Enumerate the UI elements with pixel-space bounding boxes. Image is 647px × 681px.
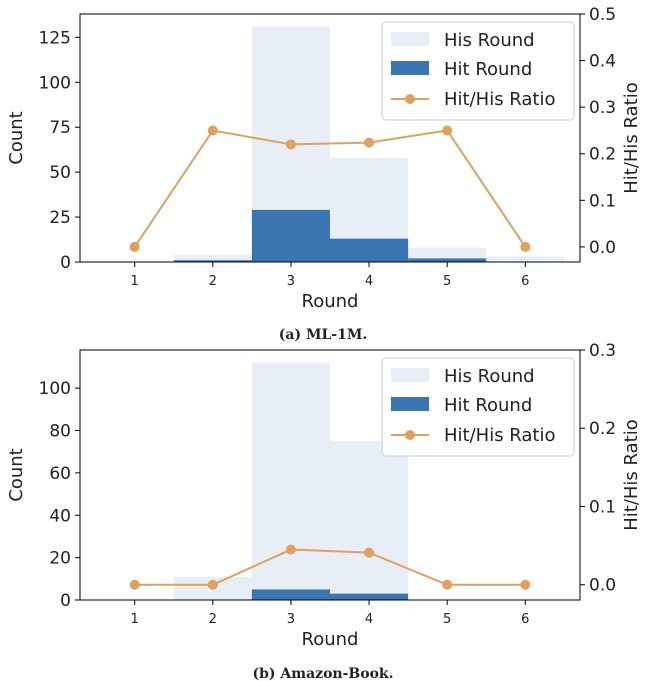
y-tick-label: 50 — [49, 163, 71, 183]
y-tick-label: 100 — [39, 379, 71, 399]
x-tick-label: 6 — [521, 274, 529, 289]
y2-tick-label: 0.3 — [589, 341, 616, 361]
hit-bar-3 — [251, 589, 330, 600]
chart-panel-1: 0 25 50 75 100 125 0.0 0.1 0.2 0.3 0.4 0.5 1 2 3 4 5 6 Rou… — [6, 5, 642, 343]
y-axis-label: Count — [6, 111, 27, 164]
figure-caption: (b) Amazon-Book. — [252, 666, 393, 681]
x-tick-label: 4 — [365, 612, 373, 627]
legend-swatch-his — [391, 32, 429, 46]
ratio-line — [133, 129, 527, 248]
x-tick-label: 2 — [209, 274, 217, 289]
y2-tick-label: 0.4 — [589, 52, 616, 72]
chart-panel-2: 0 20 40 60 80 100 0.0 0.1 0.2 0.3 1 2 3 4 5 6 Round Count… — [6, 341, 642, 681]
y2-tick-label: 0.0 — [589, 238, 616, 258]
his-bar-3 — [251, 362, 330, 600]
legend-box — [381, 357, 575, 457]
x-axis-label: Round — [302, 629, 359, 650]
y2-axis-label: Hit/His Ratio — [621, 419, 642, 531]
ratio-point-4 — [364, 547, 375, 558]
y2-tick-label: 0.3 — [589, 98, 616, 118]
y2-tick-label: 0.2 — [589, 145, 616, 165]
legend-label-hit: Hit Round — [444, 395, 532, 416]
ratio-point-2 — [207, 125, 218, 136]
y-tick-label: 60 — [49, 464, 71, 484]
legend-swatch-hit — [391, 397, 429, 411]
y2-tick-label: 0.0 — [589, 576, 616, 596]
figure-caption: (a) ML-1M. — [279, 327, 367, 343]
ratio-point-1 — [129, 579, 140, 590]
hit-bar-3 — [251, 209, 330, 262]
ratio-point-4 — [364, 137, 375, 148]
y-tick-label: 40 — [49, 506, 71, 526]
his-bar-6 — [486, 256, 565, 262]
legend-swatch-ratio-marker — [405, 430, 415, 440]
x-tick-label: 1 — [131, 612, 139, 627]
plot-frame — [79, 13, 581, 263]
ratio-point-1 — [129, 241, 140, 252]
legend-label-his: His Round — [444, 30, 535, 51]
y-tick-label: 75 — [49, 118, 71, 138]
x-tick-label: 5 — [443, 274, 451, 289]
y2-tick-label: 0.1 — [589, 497, 616, 517]
ratio-point-2 — [207, 579, 218, 590]
legend-label-hit: Hit Round — [444, 59, 532, 80]
hit-bar-5 — [408, 258, 487, 262]
his-bar-4 — [330, 441, 409, 600]
ratio-point-3 — [285, 544, 296, 555]
y-tick-label: 25 — [49, 208, 71, 228]
y2-tick-label: 0.1 — [589, 191, 616, 211]
y-axis-label: Count — [6, 448, 27, 501]
legend-box — [381, 21, 575, 121]
legend: His Round Hit Round Hit/His Ratio — [381, 357, 575, 457]
legend-swatch-his — [391, 368, 429, 382]
legend-label-his: His Round — [444, 366, 535, 387]
plot-frame — [79, 349, 581, 601]
y-tick-label: 80 — [49, 422, 71, 442]
ratio-line — [134, 548, 526, 586]
y2-tick-label: 0.5 — [589, 5, 616, 25]
y-tick-label: 100 — [39, 73, 71, 93]
x-tick-label: 6 — [521, 612, 529, 627]
x-tick-label: 1 — [131, 274, 139, 289]
x-tick-label: 2 — [209, 612, 217, 627]
ratio-point-6 — [520, 579, 531, 590]
hit-bar-4 — [330, 238, 409, 262]
hit-bar-4 — [330, 593, 409, 600]
y2-axis-label: Hit/His Ratio — [621, 82, 642, 194]
y-tick-label: 0 — [60, 591, 71, 611]
y2-tick-label: 0.2 — [589, 419, 616, 439]
hit-bar-2 — [173, 260, 252, 262]
x-tick-label: 3 — [287, 274, 295, 289]
y-tick-label: 0 — [60, 253, 71, 273]
legend: His Round Hit Round Hit/His Ratio — [381, 21, 575, 121]
ratio-point-5 — [442, 125, 453, 136]
his-bar-2 — [173, 254, 252, 262]
legend-label-ratio: Hit/His Ratio — [444, 425, 556, 446]
x-axis-label: Round — [302, 291, 359, 312]
legend-swatch-hit — [391, 61, 429, 75]
legend-swatch-ratio-marker — [405, 94, 415, 104]
y-tick-label: 20 — [49, 549, 71, 569]
ratio-point-3 — [285, 139, 296, 150]
y-tick-label: 125 — [39, 28, 71, 48]
ratio-point-6 — [520, 241, 531, 252]
legend-label-ratio: Hit/His Ratio — [444, 89, 556, 110]
x-tick-label: 5 — [443, 612, 451, 627]
ratio-point-5 — [442, 579, 453, 590]
x-tick-label: 3 — [287, 612, 295, 627]
x-tick-label: 4 — [365, 274, 373, 289]
